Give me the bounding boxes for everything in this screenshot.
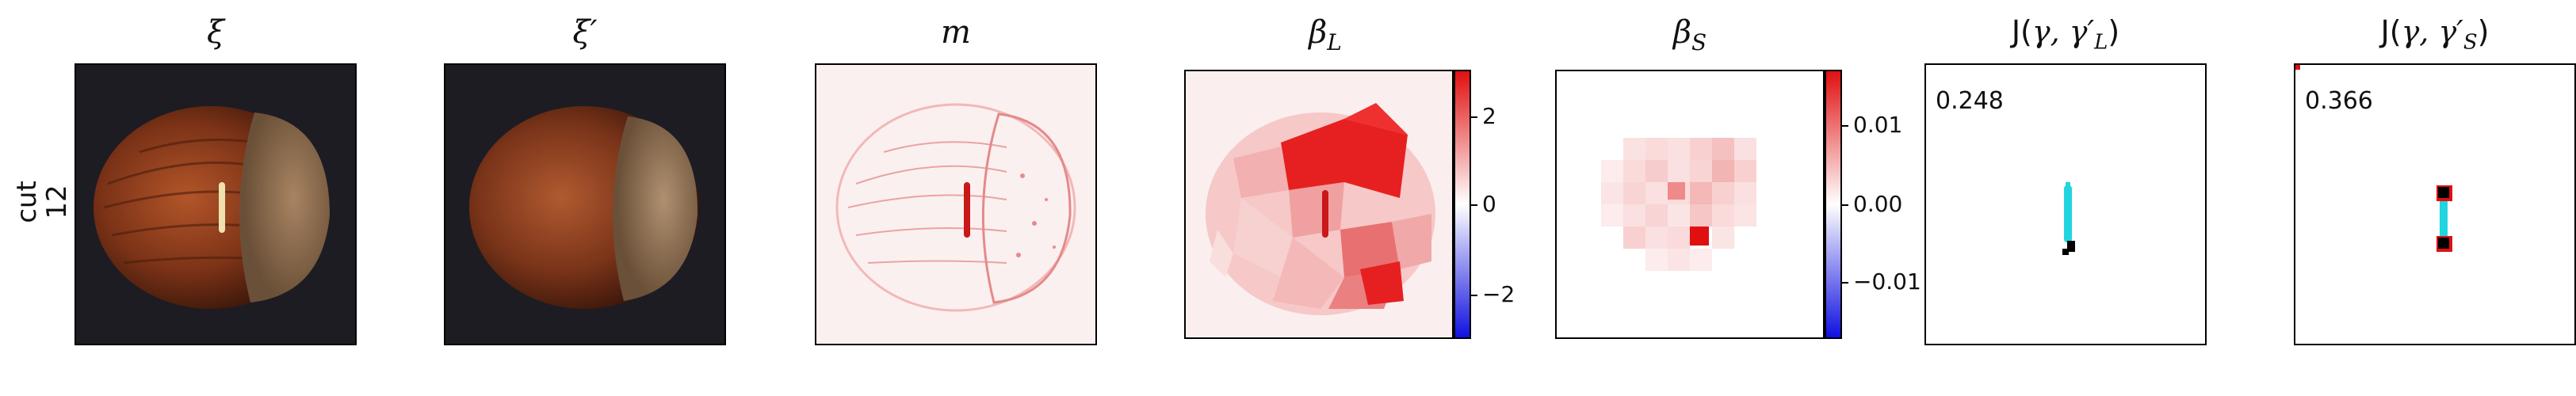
colorbar-beta-s-tick-top: 0.01 <box>1853 112 1903 138</box>
panel-beta-s-image <box>1555 70 1825 339</box>
panel-j-l-image: 0.248 <box>1924 63 2207 345</box>
panel-j-l-score: 0.248 <box>1936 87 2004 115</box>
overlap-mask-l <box>2062 182 2075 255</box>
panel-j-l-title: J(γ, γ′L) <box>2011 14 2120 55</box>
overlap-mask-s <box>2295 65 2452 252</box>
panel-beta-s-title: βS <box>1672 14 1707 55</box>
panel-xi-prime-title: ξ′ <box>572 14 598 51</box>
panel-j-s-score: 0.366 <box>2305 87 2373 115</box>
panel-m-title: m <box>941 14 971 51</box>
colorbar-beta-s-tick-mid: 0.00 <box>1853 191 1903 217</box>
hazelnut-image <box>94 106 330 309</box>
grid-heatmap <box>1557 71 1823 337</box>
colorbar-beta-l-tick-top: 2 <box>1482 103 1496 129</box>
anomaly-map-m <box>816 65 1095 344</box>
panel-m-image <box>815 63 1097 345</box>
colorbar-beta-l <box>1454 70 1471 339</box>
colorbar-beta-l-tick-bottom: −2 <box>1482 281 1515 307</box>
hazelnut-reconstruction-image <box>469 106 699 309</box>
superpixel-heatmap <box>1186 71 1452 337</box>
colorbar-beta-s <box>1825 70 1842 339</box>
panel-xi-title: ξ <box>206 14 225 51</box>
row-label: cut 12 <box>2 166 82 238</box>
colorbar-beta-l-tick-mid: 0 <box>1482 191 1496 217</box>
row-label-line2: 12 <box>41 185 73 219</box>
panel-j-s-image: 0.366 <box>2294 63 2576 345</box>
panel-xi-prime-image <box>444 63 726 345</box>
colorbar-beta-s-tick-bottom: −0.01 <box>1853 268 1921 295</box>
panel-xi-image <box>75 63 357 345</box>
panel-beta-l-title: βL <box>1309 14 1342 55</box>
row-label-line1: cut <box>11 181 43 223</box>
panel-beta-l-image <box>1184 70 1454 339</box>
panel-j-s-title: J(γ, γ′S) <box>2380 14 2490 55</box>
